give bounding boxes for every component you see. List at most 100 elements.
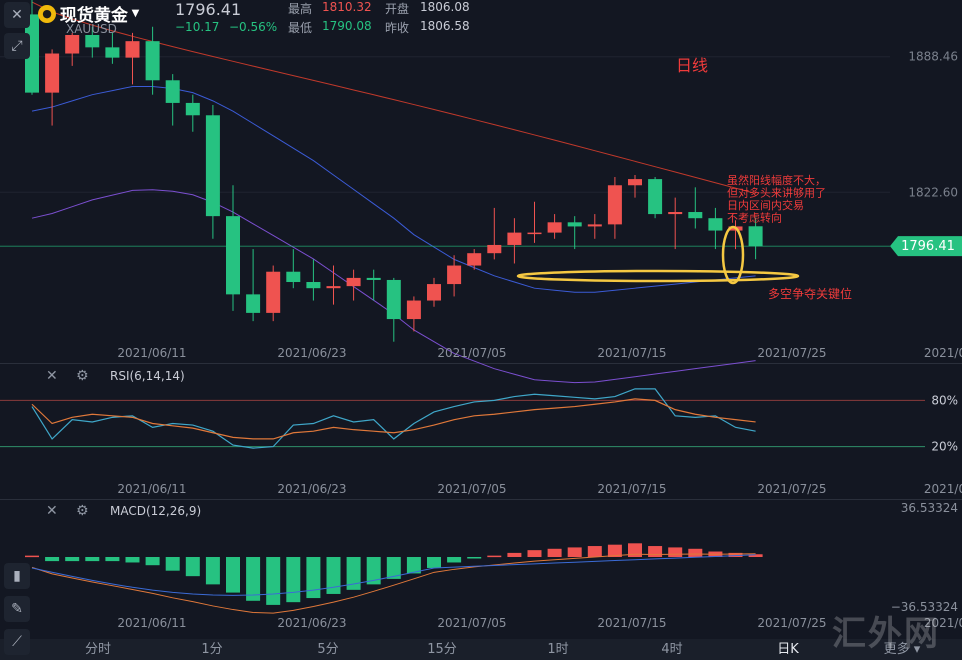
candle-body bbox=[668, 212, 683, 215]
macd-histogram-bar bbox=[688, 548, 703, 557]
current-price-label: 1796.41 bbox=[901, 239, 955, 254]
price-change: −10.17 bbox=[175, 20, 220, 34]
close-icon[interactable]: ✕ bbox=[4, 2, 30, 28]
macd-histogram-bar bbox=[427, 557, 441, 568]
macd-histogram-bar bbox=[205, 557, 220, 585]
tab-timeframe-2[interactable]: 5分 bbox=[317, 642, 339, 657]
watermark: 汇外网 bbox=[832, 614, 940, 654]
low-label: 最低 bbox=[288, 21, 313, 35]
macd-dea-line bbox=[31, 554, 756, 596]
rsi-date-label: 2021/07/15 bbox=[597, 482, 666, 496]
macd-histogram-bar bbox=[527, 550, 542, 557]
macd-histogram-bar bbox=[165, 557, 180, 571]
close-rsi-icon[interactable]: ✕ bbox=[46, 368, 58, 384]
rsi-date-label: 2021/06/23 bbox=[277, 482, 346, 496]
tab-timeframe-5[interactable]: 4时 bbox=[661, 642, 683, 657]
candle-body bbox=[346, 277, 361, 287]
candle-body bbox=[547, 222, 562, 233]
price-change-pct: −0.56% bbox=[229, 20, 278, 34]
macd-histogram-bar bbox=[125, 557, 140, 563]
date-label: 2021/0 bbox=[924, 346, 962, 360]
candle-body bbox=[125, 41, 140, 58]
macd-date-label: 2021/07/25 bbox=[757, 616, 826, 630]
candle-highlight-ellipse bbox=[721, 225, 745, 285]
macd-histogram-bar bbox=[607, 544, 622, 557]
macd-histogram-bar bbox=[306, 557, 321, 599]
fullscreen-icon[interactable]: ⤢ bbox=[4, 33, 30, 59]
open-value: 1806.08 bbox=[420, 0, 470, 14]
macd-bottom-value: −36.53324 bbox=[891, 600, 958, 614]
settings-macd-icon[interactable]: ⚙ bbox=[76, 503, 89, 519]
candle-body bbox=[45, 53, 60, 93]
key-level-annotation: 多空争夺关键位 bbox=[768, 286, 852, 301]
macd-histogram-bar bbox=[85, 557, 100, 562]
tab-timeframe-0[interactable]: 分时 bbox=[84, 642, 111, 657]
macd-histogram-bar bbox=[547, 548, 562, 557]
settings-rsi-icon[interactable]: ⚙ bbox=[76, 368, 89, 384]
chevron-down-icon[interactable]: ▼ bbox=[131, 8, 140, 19]
candle-body bbox=[507, 232, 522, 245]
macd-histogram-bar bbox=[567, 547, 582, 557]
period-annotation: 日线 bbox=[676, 56, 708, 75]
candle-body bbox=[527, 232, 542, 235]
note-line: 日内区间内交易 bbox=[727, 198, 804, 212]
date-label: 2021/07/15 bbox=[597, 346, 666, 360]
candle-body bbox=[105, 47, 120, 58]
macd-histogram-bar bbox=[326, 557, 341, 594]
macd-histogram-bar bbox=[668, 547, 683, 557]
more-button[interactable]: 更多 ▾ bbox=[883, 642, 921, 657]
candle-body bbox=[688, 212, 703, 219]
date-label: 2021/07/05 bbox=[437, 346, 506, 360]
tab-timeframe-6[interactable]: 日K bbox=[777, 642, 799, 657]
macd-title: MACD(12,26,9) bbox=[110, 504, 202, 518]
macd-histogram-bar bbox=[286, 557, 301, 603]
price-tick-label: 1822.60 bbox=[908, 185, 958, 199]
macd-histogram-bar bbox=[65, 557, 80, 562]
rsi-pane[interactable]: 80% 20% 2021/06/11 2021/06/23 2021/07/05 2021… bbox=[0, 388, 962, 496]
candle-body bbox=[567, 222, 582, 227]
rsi-level-label: 80% bbox=[931, 393, 958, 407]
date-label: 2021/07/25 bbox=[757, 346, 826, 360]
date-label: 2021/06/23 bbox=[277, 346, 346, 360]
close-macd-icon[interactable]: ✕ bbox=[46, 503, 58, 519]
tab-timeframe-3[interactable]: 15分 bbox=[427, 642, 457, 657]
tab-timeframe-1[interactable]: 1分 bbox=[201, 642, 223, 657]
candle-body bbox=[165, 80, 180, 103]
macd-date-label: 2021/06/23 bbox=[277, 616, 346, 630]
high-label: 最高 bbox=[288, 2, 313, 16]
candle-body bbox=[708, 218, 723, 231]
macd-histogram-bar bbox=[346, 557, 361, 590]
macd-date-label: 2021/07/15 bbox=[597, 616, 666, 630]
note-line: 虽然阳线幅度不大， bbox=[727, 173, 826, 187]
macd-histogram-bar bbox=[487, 555, 502, 558]
macd-histogram-bar bbox=[748, 554, 763, 557]
last-price: 1796.41 bbox=[175, 0, 242, 19]
candle-body bbox=[205, 115, 220, 217]
more-label: 更多 bbox=[883, 642, 910, 657]
symbol-name[interactable]: 现货黄金 bbox=[59, 6, 128, 26]
rsi-date-label: 2021/07/25 bbox=[757, 482, 826, 496]
macd-histogram-bar bbox=[467, 557, 482, 559]
tab-timeframe-4[interactable]: 1时 bbox=[547, 642, 569, 657]
macd-histogram-bar bbox=[145, 557, 160, 566]
candle-body bbox=[286, 271, 301, 283]
rsi-level-label: 20% bbox=[931, 440, 958, 454]
candle-body bbox=[85, 34, 100, 48]
pencil-icon[interactable]: ✎ bbox=[4, 596, 30, 622]
candle-body bbox=[447, 265, 462, 285]
macd-histogram-bar bbox=[105, 557, 120, 562]
key-level-ellipse bbox=[516, 269, 800, 283]
candlestick-icon[interactable]: ▮ bbox=[4, 563, 30, 589]
candle-body bbox=[326, 286, 341, 289]
macd-pane[interactable]: 36.53324 −36.53324 2021/06/11 2021/06/23 202… bbox=[25, 501, 962, 630]
macd-date-label: 2021/07/05 bbox=[437, 616, 506, 630]
symbol-header[interactable]: ● 现货黄金 ▼ bbox=[38, 1, 139, 26]
main-chart-pane[interactable]: 1888.46 1822.60 1796.41 2021/06/11 2021/06/2… bbox=[0, 0, 962, 384]
rsi-date-label: 2021/0 bbox=[924, 482, 962, 496]
macd-histogram-bar bbox=[406, 557, 421, 574]
trend-line-icon[interactable]: ⟋ bbox=[4, 629, 30, 655]
rsi-date-label: 2021/06/11 bbox=[117, 482, 186, 496]
candle-body bbox=[406, 300, 421, 320]
candle-body bbox=[607, 185, 622, 225]
